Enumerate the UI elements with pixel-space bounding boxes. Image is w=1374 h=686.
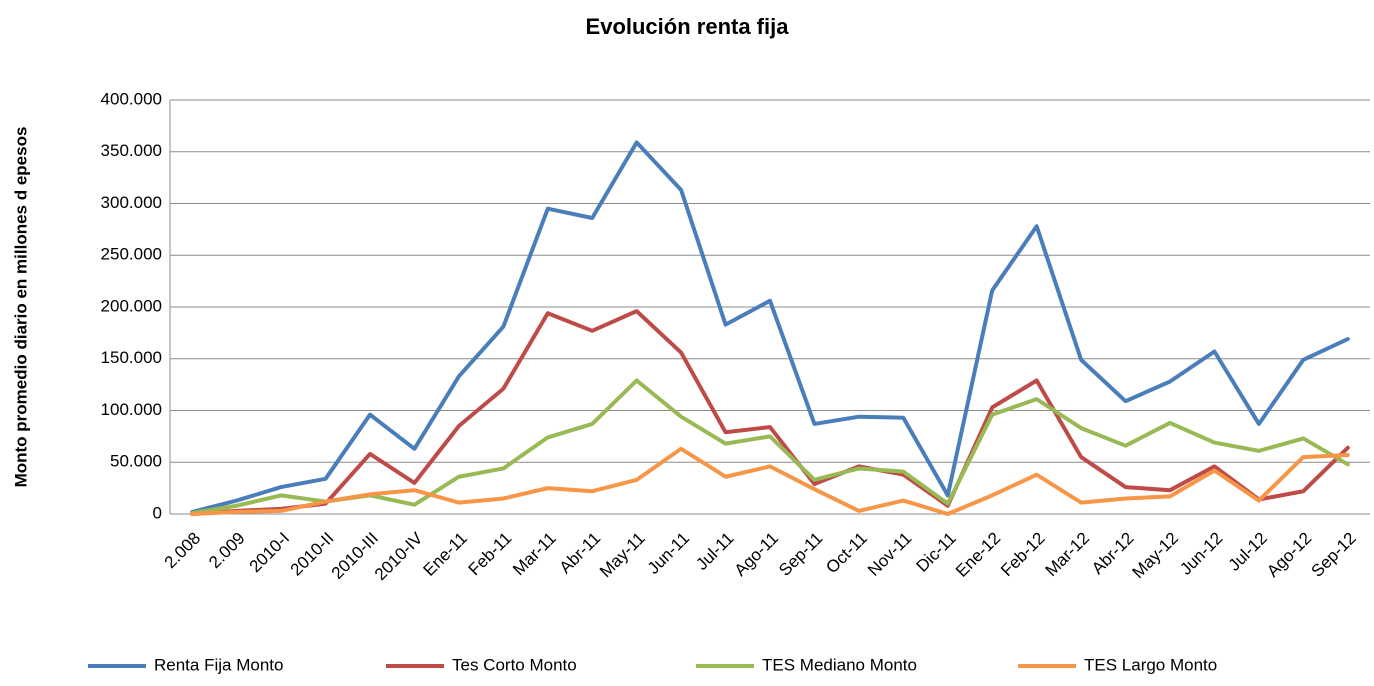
x-tick-label: Mar-11 [509, 529, 560, 580]
y-tick-label: 0 [153, 503, 162, 522]
x-tick-label: Mar-12 [1042, 529, 1094, 581]
x-tick-label: Ene-11 [420, 529, 471, 580]
y-tick-label: 50.000 [110, 452, 162, 471]
legend-label: Renta Fija Monto [154, 655, 283, 674]
x-tick-label: Sep-12 [1308, 529, 1360, 581]
x-tick-label: 2.008 [161, 529, 205, 573]
y-tick-label: 150.000 [101, 348, 162, 367]
y-tick-label: 300.000 [101, 193, 162, 212]
x-tick-label: 2010-IV [371, 528, 427, 584]
x-tick-label: Jun-11 [644, 529, 693, 578]
y-axis-label: Monto promedio diario en millones d epes… [11, 127, 30, 488]
y-tick-label: 250.000 [101, 245, 162, 264]
legend-label: TES Largo Monto [1084, 655, 1217, 674]
legend-label: Tes Corto Monto [452, 655, 577, 674]
series-line [190, 446, 1350, 516]
x-tick-label: Oct-11 [822, 529, 871, 578]
y-tick-label: 200.000 [101, 296, 162, 315]
x-tick-label: May-11 [596, 529, 649, 582]
x-tick-label: 2010-I [246, 529, 294, 577]
x-tick-label: May-12 [1128, 529, 1182, 583]
x-tick-label: 2.009 [205, 529, 249, 573]
x-tick-label: Feb-11 [465, 529, 516, 580]
x-tick-label: Ene-12 [952, 529, 1004, 581]
x-tick-label: Nov-11 [864, 529, 915, 580]
x-tick-label: Ago-12 [1263, 529, 1315, 581]
x-tick-label: Feb-12 [997, 529, 1049, 581]
chart-title: Evolución renta fija [586, 14, 790, 39]
y-tick-label: 350.000 [101, 141, 162, 160]
y-tick-label: 400.000 [101, 89, 162, 108]
series-line [190, 309, 1350, 516]
series-line [190, 140, 1350, 514]
legend-label: TES Mediano Monto [762, 655, 917, 674]
x-tick-label: Sep-11 [775, 529, 826, 580]
series-line [190, 378, 1350, 515]
x-tick-label: Ago-11 [731, 529, 782, 580]
x-tick-label: Jun-12 [1176, 529, 1226, 579]
y-tick-label: 100.000 [101, 400, 162, 419]
